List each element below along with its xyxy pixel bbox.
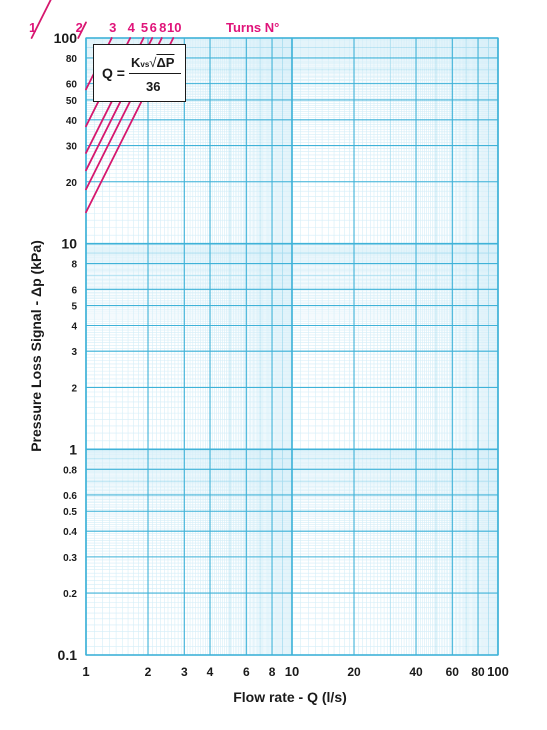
y-tick-label: 30 <box>66 142 78 153</box>
formula-box: Q = Kvs√ΔP 36 <box>93 44 186 102</box>
y-tick-label: 8 <box>71 260 77 271</box>
x-tick-label: 1 <box>82 664 89 679</box>
y-tick-label: 6 <box>71 285 77 296</box>
turns-label-6: 6 <box>150 20 157 35</box>
y-tick-labels: 100 80 60 50 40 30 20 10 8 6 5 4 3 2 1 0.8 0.6 0.5 0.4 0.3 0… <box>54 30 78 663</box>
grid-major <box>85 37 499 656</box>
turns-label-4: 4 <box>128 20 136 35</box>
series-line-2 <box>77 21 87 39</box>
formula-numerator: Kvs√ΔP <box>131 55 175 70</box>
x-tick-label: 40 <box>409 665 423 679</box>
turns-label-5: 5 <box>141 20 148 35</box>
formula-denominator: 36 <box>146 79 161 94</box>
y-tick-label: 50 <box>66 96 78 107</box>
formula-lhs: Q = <box>102 65 125 81</box>
x-tick-label: 8 <box>269 665 276 679</box>
y-tick-label: 0.5 <box>63 507 77 518</box>
y-tick-label: 40 <box>66 116 78 127</box>
series-line-1 <box>30 0 52 39</box>
x-tick-label: 80 <box>471 665 485 679</box>
x-tick-label: 3 <box>181 665 188 679</box>
y-tick-label: 4 <box>71 322 77 333</box>
x-tick-label: 20 <box>347 665 361 679</box>
x-tick-label: 2 <box>145 665 152 679</box>
x-tick-label: 60 <box>446 665 460 679</box>
y-tick-label: 0.1 <box>58 647 78 663</box>
turns-labels: 1 2 3 4 5 6 8 10 <box>29 20 182 35</box>
y-tick-label: 0.8 <box>63 465 77 476</box>
x-tick-label: 100 <box>487 664 509 679</box>
y-tick-label: 10 <box>61 236 77 252</box>
y-tick-label: 60 <box>66 80 78 91</box>
turns-label-10: 10 <box>167 20 181 35</box>
y-tick-label: 0.4 <box>63 527 77 538</box>
x-tick-label: 6 <box>243 665 250 679</box>
x-tick-label: 10 <box>285 664 299 679</box>
y-tick-label: 5 <box>71 302 77 313</box>
y-tick-label: 1 <box>69 441 77 457</box>
y-tick-label: 80 <box>66 54 78 65</box>
x-tick-labels: 1 2 3 4 6 8 10 20 40 60 80 100 <box>82 664 508 679</box>
fraction-bar <box>129 73 181 74</box>
y-tick-label: 0.2 <box>63 589 77 600</box>
turns-label-8: 8 <box>159 20 166 35</box>
y-tick-label: 3 <box>71 347 77 358</box>
y-tick-label: 0.6 <box>63 491 77 502</box>
x-axis-title: Flow rate - Q (l/s) <box>233 689 347 705</box>
plot-frame <box>85 37 499 656</box>
y-axis-title: Pressure Loss Signal - Δp (kPa) <box>28 240 44 452</box>
turns-label-3: 3 <box>109 20 116 35</box>
y-tick-label: 100 <box>54 30 78 46</box>
turns-label-1: 1 <box>29 20 36 35</box>
y-tick-label: 20 <box>66 178 78 189</box>
turns-label-2: 2 <box>76 20 83 35</box>
grid-fine <box>86 38 498 655</box>
y-tick-label: 2 <box>71 383 77 394</box>
turns-title: Turns N° <box>226 20 279 35</box>
y-tick-label: 0.3 <box>63 553 77 564</box>
x-tick-label: 4 <box>207 665 214 679</box>
